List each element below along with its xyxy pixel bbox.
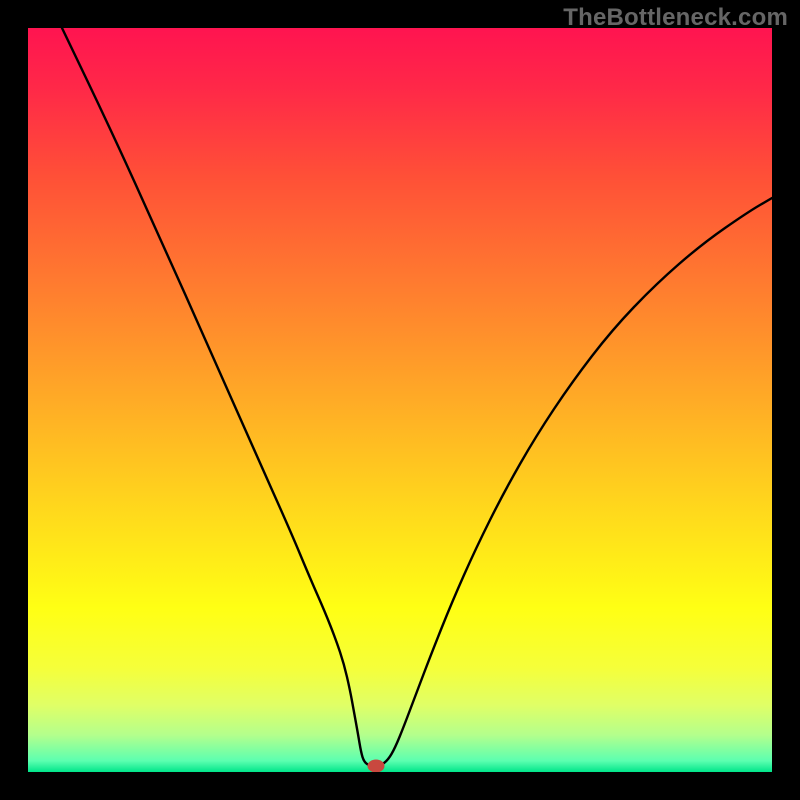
chart-frame: TheBottleneck.com xyxy=(0,0,800,800)
plot-area xyxy=(28,28,772,772)
optimum-marker xyxy=(368,760,384,772)
plot-background xyxy=(28,28,772,772)
bottleneck-curve xyxy=(28,28,772,772)
